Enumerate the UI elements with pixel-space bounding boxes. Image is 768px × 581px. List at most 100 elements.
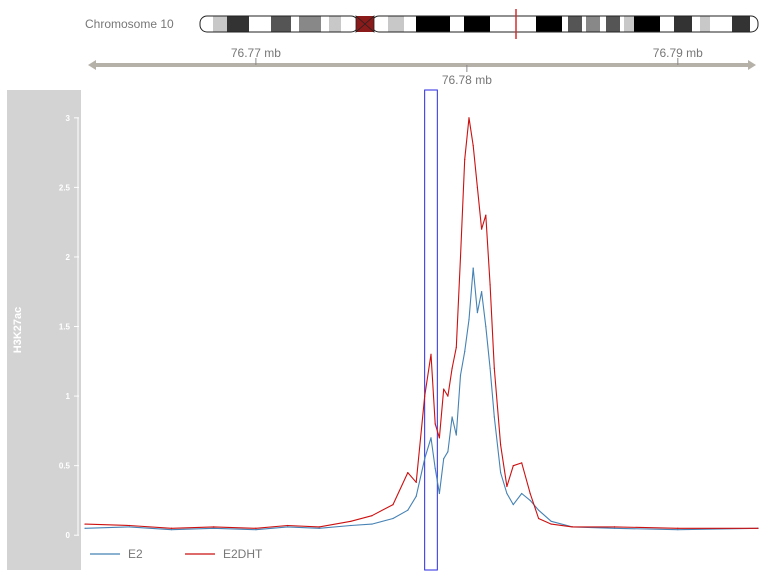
y-axis-tick-label: 3: [66, 114, 71, 123]
data-point: [476, 186, 479, 188]
data-point: [481, 291, 483, 293]
data-point: [512, 465, 514, 467]
data-point: [493, 416, 495, 418]
data-point: [128, 524, 130, 527]
chromosome-band: [582, 16, 586, 32]
chromosome-band: [450, 16, 464, 32]
data-point: [485, 325, 487, 328]
chromosome-band: [692, 16, 700, 32]
chromosome-band: [404, 16, 416, 32]
track-title-panel: [7, 90, 81, 570]
data-point: [438, 492, 441, 495]
data-point: [451, 416, 453, 418]
data-point: [459, 374, 462, 376]
data-point: [489, 284, 491, 286]
data-point: [468, 318, 470, 321]
chromosome-band: [416, 16, 450, 32]
data-point: [407, 509, 409, 511]
series-line-e2dht: [84, 117, 758, 529]
chromosome-band: [329, 16, 341, 32]
data-point: [84, 527, 86, 529]
data-point: [318, 527, 320, 529]
data-point: [476, 312, 479, 314]
genome-axis-tick-label: 76.77 mb: [231, 46, 281, 60]
chromosome-band: [227, 16, 249, 32]
data-point: [506, 485, 508, 488]
data-point: [550, 523, 552, 525]
data-point: [407, 472, 409, 474]
data-point: [415, 481, 417, 483]
chromosome-band: [600, 16, 606, 32]
chromosome-band: [606, 16, 620, 32]
data-point: [521, 462, 523, 464]
data-point: [613, 527, 616, 529]
data-point: [443, 388, 445, 390]
genome-axis-right-arrow: [748, 60, 756, 70]
data-point: [255, 529, 257, 531]
chromosome-band: [710, 16, 732, 32]
data-point: [170, 527, 173, 529]
data-point: [472, 145, 474, 147]
chromosome-band: [299, 16, 321, 32]
y-axis-tick-label: 2: [66, 253, 71, 262]
data-point: [286, 524, 289, 527]
data-point: [472, 267, 474, 269]
chromosome-band: [249, 16, 271, 32]
genome-axis-tick-label: 76.78 mb: [442, 73, 492, 87]
data-point: [255, 527, 257, 529]
y-axis-tick-label: 2.5: [59, 183, 71, 192]
data-point: [318, 526, 320, 528]
genome-axis-ticks: 76.77 mb 76.78 mb 76.79 mb: [231, 46, 703, 87]
data-point: [485, 214, 487, 216]
data-point: [447, 451, 449, 453]
data-point: [286, 526, 289, 528]
y-axis-tick-label: 0.5: [59, 462, 71, 471]
data-point: [424, 458, 426, 460]
data-point: [430, 353, 432, 355]
chromosome-band: [490, 16, 512, 32]
chromosome-band: [271, 16, 291, 32]
data-point: [757, 527, 759, 529]
data-point: [500, 472, 502, 474]
chromosome-band: [341, 16, 356, 32]
data-point: [464, 158, 466, 161]
data-point: [392, 517, 394, 520]
chromosome-ideogram: Chromosome 10: [85, 9, 759, 39]
data-point: [455, 346, 457, 348]
legend: E2 E2DHT: [90, 547, 263, 561]
genome-axis: 76.77 mb 76.78 mb 76.79 mb: [88, 46, 756, 87]
chromosome-band: [201, 16, 213, 32]
genome-axis-tick-label: 76.79 mb: [653, 46, 703, 60]
chromosome-band: [373, 16, 388, 32]
y-axis-tick-label: 1: [66, 392, 71, 401]
data-point: [350, 520, 352, 522]
data-point: [459, 256, 462, 258]
data-point: [424, 395, 426, 397]
chromosome-label: Chromosome 10: [85, 17, 174, 31]
data-point: [464, 350, 466, 353]
data-point: [506, 492, 508, 495]
data-point: [451, 367, 453, 369]
legend-label: E2: [128, 547, 143, 561]
data-point: [213, 526, 215, 528]
data-point: [677, 529, 679, 531]
chromosome-band: [660, 16, 674, 32]
data-point: [455, 434, 457, 436]
data-point: [677, 527, 679, 529]
data-point: [481, 228, 483, 230]
data-point: [550, 520, 552, 522]
data-point: [350, 524, 352, 527]
data-point: [434, 467, 436, 470]
chromosome-band: [586, 16, 600, 32]
chromosome-band: [732, 16, 750, 32]
chromosome-band: [213, 16, 227, 32]
data-point: [213, 527, 215, 529]
y-axis-tick-label: 1.5: [59, 323, 71, 332]
series-layer: [84, 117, 759, 531]
data-point: [537, 509, 540, 511]
chromosome-band: [620, 16, 624, 32]
chromosome-band: [321, 16, 329, 32]
data-point: [170, 529, 173, 531]
data-point: [447, 395, 449, 397]
